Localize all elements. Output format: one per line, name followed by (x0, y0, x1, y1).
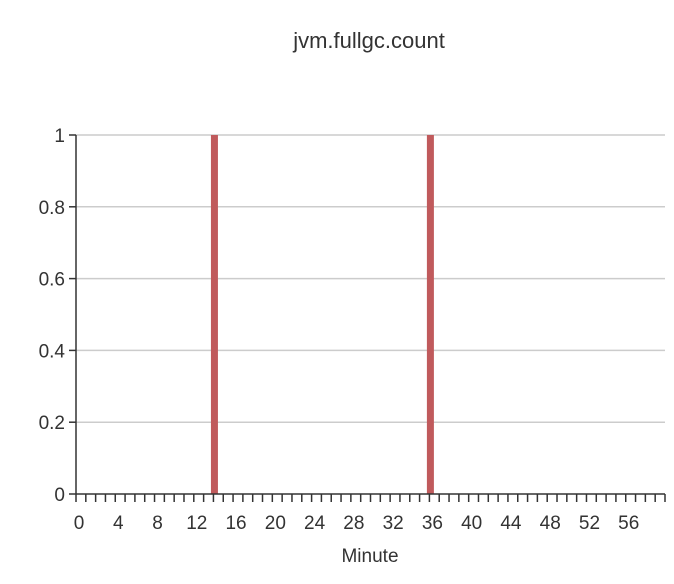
x-tick-label: 32 (383, 513, 404, 534)
x-tick-label: 4 (113, 513, 124, 534)
y-tick-label: 0 (54, 485, 65, 506)
bar (210, 135, 218, 494)
y-tick-label: 0.4 (39, 341, 66, 362)
y-tick-label: 0.2 (39, 413, 65, 434)
tick-labels: 00.20.40.60.810 4 8 12 16 20 24 28 32 36 40 44 48 52 5… (39, 126, 640, 534)
axes (69, 134, 666, 502)
x-tick-label: 44 (500, 513, 522, 534)
x-tick-label: 24 (304, 513, 326, 534)
x-tick-label: 56 (618, 513, 639, 534)
chart-title: jvm.fullgc.count (292, 28, 445, 53)
x-tick-label: 0 (74, 513, 85, 534)
x-tick-label: 28 (343, 513, 364, 534)
grid-lines (76, 134, 665, 423)
x-tick-label: 52 (579, 513, 600, 534)
x-tick-label: 36 (422, 513, 443, 534)
x-tick-label: 12 (186, 513, 207, 534)
x-tick-label: 16 (225, 513, 246, 534)
y-tick-label: 0.8 (39, 198, 65, 219)
x-axis-label: Minute (341, 546, 398, 567)
bar (426, 135, 434, 494)
x-tick-label: 48 (540, 513, 561, 534)
x-tick-label: 20 (265, 513, 286, 534)
x-tick-label: 8 (152, 513, 163, 534)
y-tick-label: 1 (54, 126, 65, 147)
x-tick-label: 40 (461, 513, 482, 534)
bars (210, 135, 434, 494)
y-tick-label: 0.6 (39, 270, 65, 291)
